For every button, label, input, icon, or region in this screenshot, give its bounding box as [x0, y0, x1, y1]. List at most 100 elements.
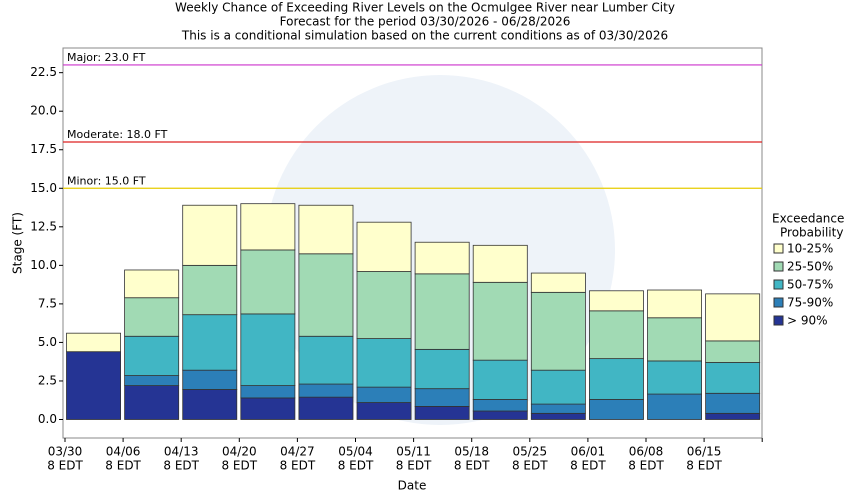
legend-label: 25-50% [787, 260, 833, 274]
legend-title: Probability [780, 226, 843, 240]
legend-swatch [773, 297, 784, 308]
x-tick-sublabel: 8 EDT [396, 459, 432, 473]
chart-subtitle: Forecast for the period 03/30/2026 - 06/… [280, 15, 571, 29]
bar-segment [472, 399, 528, 412]
x-tick-label: 05/18 [454, 445, 489, 459]
bar-segment [705, 362, 761, 394]
bar-segment [647, 317, 702, 362]
bar-segment [705, 340, 761, 363]
bar-segment [414, 405, 470, 420]
bar-segment [66, 332, 121, 353]
x-tick-sublabel: 8 EDT [686, 459, 722, 473]
y-tick-label: 0.0 [38, 412, 57, 426]
bar-segment [124, 375, 180, 386]
y-tick-label: 5.0 [38, 335, 57, 349]
x-tick-label: 06/08 [629, 445, 664, 459]
x-tick-sublabel: 8 EDT [47, 459, 83, 473]
bar-segment [414, 388, 470, 407]
bar-segment [124, 385, 180, 420]
bar-segment [647, 360, 702, 395]
bar-segment [705, 293, 761, 342]
x-axis-label: Date [398, 479, 427, 493]
x-tick-label: 05/04 [338, 445, 373, 459]
legend-swatch [773, 315, 784, 326]
x-tick-sublabel: 8 EDT [105, 459, 141, 473]
bar-segment [530, 412, 586, 420]
bar-segment [530, 369, 586, 405]
plot-frame [62, 47, 763, 439]
x-tick-label: 04/20 [222, 445, 257, 459]
bar-segment [589, 290, 644, 312]
bar-segment [356, 221, 412, 272]
x-tick-sublabel: 8 EDT [570, 459, 606, 473]
bar-segment [705, 392, 761, 414]
bar-segment [240, 397, 296, 420]
bar-segment [182, 389, 238, 420]
x-tick-label: 03/30 [48, 445, 83, 459]
y-axis-label: Stage (FT) [11, 212, 25, 274]
bar-segment [240, 203, 296, 251]
bar-segment [182, 264, 238, 316]
threshold-label: Moderate: 18.0 FT [67, 128, 168, 141]
x-tick-sublabel: 8 EDT [454, 459, 490, 473]
chart-title: Weekly Chance of Exceeding River Levels … [175, 1, 675, 15]
legend-swatch [773, 279, 784, 290]
bar-segment [240, 313, 296, 386]
y-tick-label: 17.5 [30, 142, 57, 156]
x-tick-label: 06/15 [687, 445, 722, 459]
x-tick-sublabel: 8 EDT [280, 459, 316, 473]
bar-segment [298, 396, 354, 420]
bar-segment [589, 310, 644, 360]
bar-segment [356, 338, 412, 388]
bar-segment [472, 281, 528, 361]
x-tick-label: 04/06 [106, 445, 141, 459]
legend-label: 50-75% [787, 278, 833, 292]
bar-segment [589, 358, 644, 400]
x-tick-label: 04/13 [164, 445, 199, 459]
x-tick-sublabel: 8 EDT [628, 459, 664, 473]
bar-segment [182, 369, 238, 390]
x-tick-sublabel: 8 EDT [221, 459, 257, 473]
bar-segment [530, 291, 586, 371]
x-tick-label: 04/27 [280, 445, 315, 459]
bar-segment [182, 314, 238, 371]
x-tick-label: 05/11 [396, 445, 431, 459]
bar-segment [356, 402, 412, 420]
legend-label: 75-90% [787, 296, 833, 310]
legend-swatch [773, 261, 784, 272]
bar-segment [356, 386, 412, 403]
bar-segment [124, 335, 180, 376]
y-tick-label: 15.0 [30, 181, 57, 195]
y-tick-label: 12.5 [30, 219, 57, 233]
bar-segment [647, 289, 702, 319]
bar-segment [472, 244, 528, 283]
bar-segment [298, 204, 354, 255]
bar-segment [298, 253, 354, 337]
x-tick-sublabel: 8 EDT [338, 459, 374, 473]
bar-segment [356, 271, 412, 339]
y-tick-label: 2.5 [38, 373, 57, 387]
legend-label: 10-25% [787, 242, 833, 256]
threshold-label: Major: 23.0 FT [67, 51, 146, 64]
bar-segment [472, 359, 528, 400]
chart-subtitle: This is a conditional simulation based o… [181, 29, 668, 43]
x-tick-sublabel: 8 EDT [163, 459, 199, 473]
legend-swatch [773, 243, 784, 254]
bar-segment [66, 351, 121, 420]
bar-segment [298, 335, 354, 385]
y-tick-label: 20.0 [30, 104, 57, 118]
y-tick-label: 10.0 [30, 258, 57, 272]
bar-segment [705, 412, 761, 420]
x-tick-sublabel: 8 EDT [512, 459, 548, 473]
bar-segment [647, 393, 702, 420]
x-tick-label: 06/01 [571, 445, 606, 459]
bar-segment [124, 269, 180, 299]
bar-segment [298, 383, 354, 398]
bar-segment [414, 273, 470, 350]
bar-segment [240, 249, 296, 315]
bar-segment [472, 410, 528, 420]
bar-segment [589, 399, 644, 420]
bar-segment [414, 241, 470, 275]
legend-title: Exceedance [772, 212, 844, 226]
